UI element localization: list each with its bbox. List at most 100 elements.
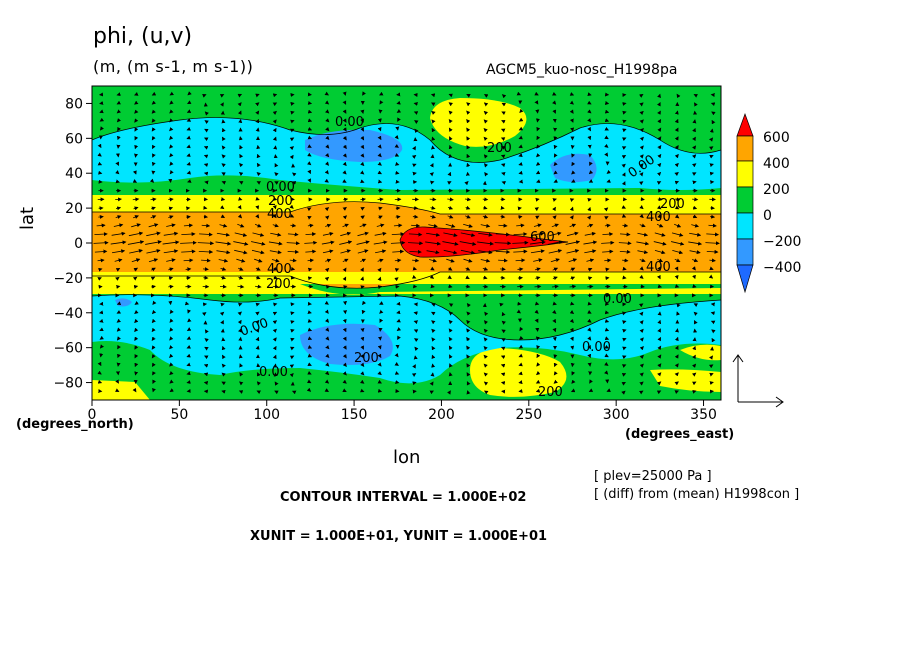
wind-arrow [272, 127, 277, 133]
wind-arrow [114, 258, 123, 263]
wind-arrow [501, 320, 507, 325]
wind-arrow [117, 126, 121, 132]
wind-arrow [569, 284, 577, 289]
wind-arrow [134, 144, 139, 150]
wind-arrow [483, 346, 488, 351]
wind-arrow [390, 240, 406, 245]
wind-arrow [604, 118, 610, 123]
wind-arrow [305, 232, 317, 237]
wind-arrow [674, 197, 681, 202]
wind-arrow [342, 223, 349, 228]
wind-arrow [483, 372, 489, 377]
wind-arrow [342, 379, 347, 384]
wind-arrow [501, 338, 506, 342]
wind-arrow [602, 249, 614, 254]
wind-arrow [115, 388, 120, 392]
wind-arrow [151, 354, 156, 359]
wind-arrow [409, 249, 422, 254]
wind-arrow [342, 136, 347, 141]
wind-arrow [116, 301, 122, 306]
wind-arrow [429, 163, 434, 168]
wind-arrow [342, 362, 347, 367]
wind-arrow [640, 284, 645, 289]
wind-arrow [551, 223, 559, 228]
contour-label: 0.00 [259, 365, 288, 380]
wind-arrow [639, 223, 646, 228]
wind-arrow [408, 241, 424, 246]
wind-arrow [151, 362, 156, 368]
contour-line-north [92, 117, 721, 163]
wind-arrow [325, 118, 330, 123]
wind-arrow [342, 318, 347, 324]
wind-arrow [588, 388, 594, 392]
wind-arrow [220, 320, 224, 325]
wind-arrow [692, 345, 696, 351]
wind-arrow [115, 179, 120, 184]
wind-arrow [709, 372, 714, 377]
wind-arrow [482, 284, 489, 289]
wind-arrow [639, 311, 644, 316]
wind-arrow [203, 372, 209, 377]
wind-arrow [443, 249, 458, 255]
wind-arrow [272, 223, 279, 228]
wind-arrow [622, 320, 627, 325]
wind-arrow [99, 335, 104, 340]
wind-arrow [570, 345, 575, 350]
wind-arrow [377, 285, 383, 290]
wind-arrow [394, 161, 400, 166]
wind-arrow [571, 161, 576, 167]
wind-arrow [254, 223, 262, 228]
wind-arrow [431, 136, 436, 141]
wind-arrow [519, 108, 524, 114]
wind-arrow [116, 118, 122, 123]
wind-arrow [495, 232, 511, 237]
wind-arrow [377, 144, 382, 149]
wind-arrow [692, 163, 697, 168]
wind-arrow [183, 223, 194, 228]
wind-arrow [548, 249, 563, 254]
wind-arrow [377, 379, 382, 384]
wind-arrow [411, 223, 421, 228]
wind-arrow [289, 355, 295, 360]
wind-arrow [115, 379, 119, 384]
wind-arrow [460, 249, 476, 255]
wind-arrow [621, 155, 627, 159]
wind-arrow [307, 216, 312, 220]
x-unit-note: (degrees_east) [625, 427, 735, 442]
y-unit-note: (degrees_north) [16, 417, 134, 432]
wind-arrow [145, 240, 162, 245]
wind-arrow [274, 390, 279, 395]
wind-arrow [411, 373, 417, 377]
y-tick-label: 20 [65, 201, 83, 217]
chart-units: (m, (m s-1, m s-1)) [93, 57, 254, 76]
colorbar-swatch [736, 186, 754, 214]
wind-arrow [169, 91, 174, 96]
wind-arrow [483, 381, 489, 386]
wind-arrow [238, 390, 244, 394]
contour-label-group: 0.00 0.00 0.00 0.00 0.00 0.00 0.00 200 2… [238, 115, 685, 400]
wind-arrow [290, 337, 295, 342]
wind-arrow [219, 205, 225, 210]
wind-arrow [569, 92, 575, 96]
wind-arrow [360, 144, 365, 150]
wind-arrow [324, 318, 330, 323]
wind-arrow [256, 153, 261, 159]
wind-arrow [430, 266, 435, 271]
contour-field [92, 86, 721, 400]
wind-arrow [552, 91, 557, 96]
contour-label: 400 [267, 207, 292, 222]
wind-arrow [482, 197, 489, 202]
wind-arrow [430, 284, 435, 289]
wind-arrow [536, 153, 541, 158]
wind-arrow [604, 344, 610, 349]
wind-arrow [255, 118, 260, 124]
wind-arrow [204, 346, 209, 351]
wind-arrow [604, 318, 610, 323]
experiment-label: AGCM5_kuo-nosc_H1998pa [486, 62, 678, 78]
wind-arrow [94, 232, 108, 237]
wind-arrow [307, 318, 313, 323]
wind-arrow [656, 390, 662, 395]
wind-arrow [343, 197, 349, 202]
yellow-patch-southwest [92, 380, 150, 400]
